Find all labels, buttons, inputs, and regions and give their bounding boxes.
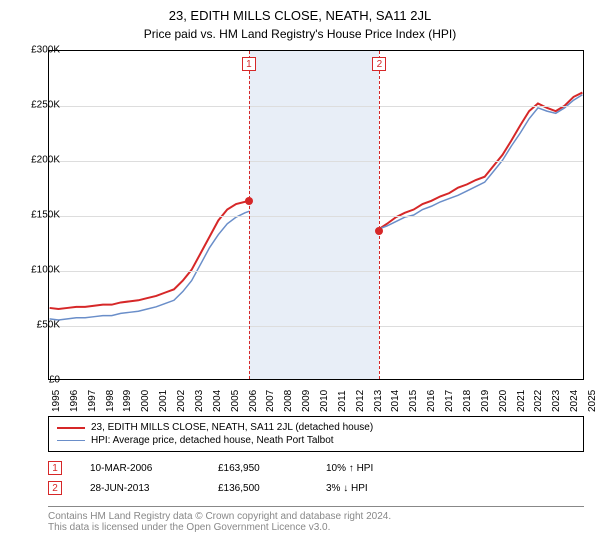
chart-title: 23, EDITH MILLS CLOSE, NEATH, SA11 2JL xyxy=(0,0,600,23)
legend-swatch xyxy=(57,440,85,442)
x-axis-tick-label: 2007 xyxy=(265,390,276,412)
transaction-delta: 10% ↑ HPI xyxy=(326,463,373,474)
x-axis-tick-label: 1995 xyxy=(51,390,62,412)
transactions-table: 1 10-MAR-2006 £163,950 10% ↑ HPI 2 28-JUN-201… xyxy=(48,458,373,498)
sale-marker-line xyxy=(379,51,380,379)
x-axis-tick-label: 1997 xyxy=(87,390,98,412)
x-axis-tick-label: 2010 xyxy=(319,390,330,412)
x-axis-tick-label: 2009 xyxy=(301,390,312,412)
x-axis-tick-label: 2015 xyxy=(408,390,419,412)
x-axis-tick-label: 2002 xyxy=(176,390,187,412)
x-axis-tick-label: 1996 xyxy=(69,390,80,412)
x-axis-tick-label: 2019 xyxy=(480,390,491,412)
y-axis-tick-label: £50K xyxy=(37,320,60,331)
transaction-date: 28-JUN-2013 xyxy=(90,483,190,494)
x-axis-tick-label: 1999 xyxy=(122,390,133,412)
y-axis-tick-label: £200K xyxy=(31,155,60,166)
x-axis-tick-label: 2013 xyxy=(373,390,384,412)
footer-line-1: Contains HM Land Registry data © Crown c… xyxy=(48,511,584,522)
legend-label: 23, EDITH MILLS CLOSE, NEATH, SA11 2JL (… xyxy=(91,422,373,433)
footer: Contains HM Land Registry data © Crown c… xyxy=(48,506,584,533)
gridline xyxy=(49,106,583,107)
x-axis-tick-label: 2020 xyxy=(498,390,509,412)
footer-line-2: This data is licensed under the Open Gov… xyxy=(48,522,584,533)
x-axis-tick-label: 2014 xyxy=(390,390,401,412)
chart-container: 23, EDITH MILLS CLOSE, NEATH, SA11 2JL P… xyxy=(0,0,600,560)
x-axis-tick-label: 2003 xyxy=(194,390,205,412)
x-axis-tick-label: 2011 xyxy=(337,390,348,412)
transaction-row: 1 10-MAR-2006 £163,950 10% ↑ HPI xyxy=(48,458,373,478)
x-axis-tick-label: 2000 xyxy=(140,390,151,412)
sale-period-band xyxy=(249,51,379,379)
sale-point-dot xyxy=(245,197,253,205)
x-axis-tick-label: 2018 xyxy=(462,390,473,412)
legend-item: 23, EDITH MILLS CLOSE, NEATH, SA11 2JL (… xyxy=(57,421,575,434)
sale-point-dot xyxy=(375,227,383,235)
transaction-date: 10-MAR-2006 xyxy=(90,463,190,474)
x-axis-tick-label: 2023 xyxy=(551,390,562,412)
x-axis-tick-label: 2016 xyxy=(426,390,437,412)
legend-item: HPI: Average price, detached house, Neat… xyxy=(57,434,575,447)
sale-marker-box: 2 xyxy=(372,57,386,71)
gridline xyxy=(49,271,583,272)
gridline xyxy=(49,161,583,162)
transaction-price: £136,500 xyxy=(218,483,298,494)
x-axis-tick-label: 2001 xyxy=(158,390,169,412)
transaction-delta: 3% ↓ HPI xyxy=(326,483,368,494)
chart-subtitle: Price paid vs. HM Land Registry's House … xyxy=(0,23,600,41)
y-axis-tick-label: £0 xyxy=(49,375,60,386)
x-axis-tick-label: 2021 xyxy=(516,390,527,412)
transaction-price: £163,950 xyxy=(218,463,298,474)
legend: 23, EDITH MILLS CLOSE, NEATH, SA11 2JL (… xyxy=(48,416,584,452)
y-axis-tick-label: £100K xyxy=(31,265,60,276)
y-axis-tick-label: £250K xyxy=(31,100,60,111)
gridline xyxy=(49,216,583,217)
y-axis-tick-label: £300K xyxy=(31,45,60,56)
x-axis-tick-label: 1998 xyxy=(105,390,116,412)
transaction-marker: 2 xyxy=(48,481,62,495)
x-axis-tick-label: 2004 xyxy=(212,390,223,412)
transaction-marker: 1 xyxy=(48,461,62,475)
x-axis-tick-label: 2008 xyxy=(283,390,294,412)
gridline xyxy=(49,326,583,327)
legend-label: HPI: Average price, detached house, Neat… xyxy=(91,435,334,446)
sale-marker-line xyxy=(249,51,250,379)
x-axis-tick-label: 2012 xyxy=(355,390,366,412)
x-axis-tick-label: 2017 xyxy=(444,390,455,412)
sale-marker-box: 1 xyxy=(242,57,256,71)
x-axis-tick-label: 2024 xyxy=(569,390,580,412)
plot-area: 12 xyxy=(48,50,584,380)
x-axis-tick-label: 2025 xyxy=(587,390,598,412)
x-axis-tick-label: 2006 xyxy=(248,390,259,412)
legend-swatch xyxy=(57,427,85,429)
x-axis-tick-label: 2005 xyxy=(230,390,241,412)
transaction-row: 2 28-JUN-2013 £136,500 3% ↓ HPI xyxy=(48,478,373,498)
x-axis-tick-label: 2022 xyxy=(533,390,544,412)
y-axis-tick-label: £150K xyxy=(31,210,60,221)
